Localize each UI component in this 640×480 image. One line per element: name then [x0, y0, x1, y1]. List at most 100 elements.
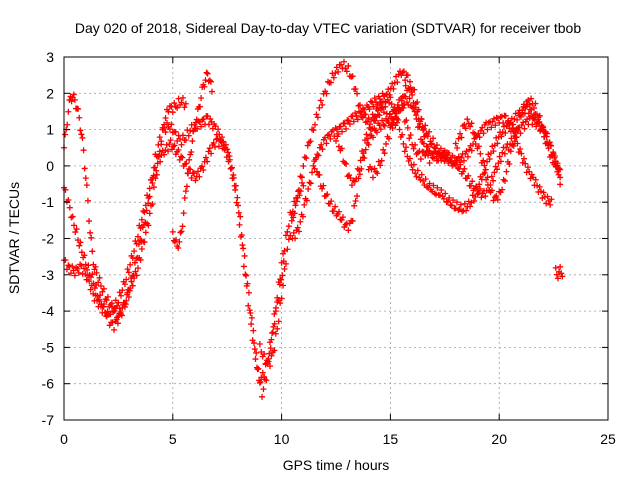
data-point [176, 238, 183, 245]
data-point [124, 289, 131, 296]
data-point [502, 129, 509, 136]
data-point [81, 165, 88, 172]
data-point [448, 202, 455, 209]
data-point [428, 140, 435, 147]
data-point [100, 303, 107, 310]
data-point [517, 146, 524, 153]
data-point [65, 262, 72, 269]
data-point [62, 186, 69, 193]
x-tick-label: 20 [491, 431, 507, 447]
data-point [183, 183, 190, 190]
data-point [77, 127, 84, 134]
data-point [457, 201, 464, 208]
data-point [455, 135, 462, 142]
data-point [356, 102, 363, 109]
data-point [76, 114, 83, 121]
data-point [114, 320, 121, 327]
data-point [235, 202, 242, 209]
data-point [488, 124, 495, 131]
data-point [87, 274, 94, 281]
data-point [541, 128, 548, 135]
data-point [517, 113, 524, 120]
data-point [417, 156, 424, 163]
data-point [235, 209, 242, 216]
data-point [557, 263, 564, 270]
data-point [409, 104, 416, 111]
data-point [293, 198, 300, 205]
data-point [459, 208, 466, 215]
data-point [157, 158, 164, 165]
data-point [376, 112, 383, 119]
data-point [276, 281, 283, 288]
data-point [434, 184, 441, 191]
data-point [187, 166, 194, 173]
data-point [444, 198, 451, 205]
data-point [457, 159, 464, 166]
data-point [200, 166, 207, 173]
data-point [204, 158, 211, 165]
data-point [500, 120, 507, 127]
data-point [376, 95, 383, 102]
data-point [533, 123, 540, 130]
data-point [149, 201, 156, 208]
data-point [363, 131, 370, 138]
data-point [377, 126, 384, 133]
data-point [141, 209, 148, 216]
data-point [296, 228, 303, 235]
data-point [312, 156, 319, 163]
data-point [75, 105, 82, 112]
y-tick-labels: -7 -6 -5 -4 -3 -2 -1 0 1 2 3 [42, 49, 55, 428]
data-point [414, 167, 421, 174]
data-point [557, 166, 564, 173]
data-point [179, 94, 186, 101]
y-tick-label: -2 [42, 231, 55, 247]
data-point [188, 174, 195, 181]
data-point [482, 166, 489, 173]
data-point [247, 309, 254, 316]
data-point [129, 254, 136, 261]
data-point [83, 182, 90, 189]
data-point [358, 113, 365, 120]
data-point [354, 90, 361, 97]
data-point [343, 125, 350, 132]
data-point [213, 136, 220, 143]
data-point [388, 101, 395, 108]
data-point [330, 74, 337, 81]
data-point [172, 128, 179, 135]
data-point [409, 166, 416, 173]
data-point [471, 130, 478, 137]
data-point [383, 91, 390, 98]
data-point [245, 302, 252, 309]
data-point [239, 242, 246, 249]
data-point [208, 150, 215, 157]
data-point [529, 121, 536, 128]
data-point [313, 111, 320, 118]
data-point [380, 121, 387, 128]
data-point [297, 218, 304, 225]
data-point [536, 112, 543, 119]
y-tick-label: 2 [46, 85, 54, 101]
data-point [446, 194, 453, 201]
data-point [71, 96, 78, 103]
data-points [61, 58, 566, 400]
data-point [271, 347, 278, 354]
data-point [385, 135, 392, 142]
data-point [343, 160, 350, 167]
data-point [501, 150, 508, 157]
data-point [128, 278, 135, 285]
data-point [490, 148, 497, 155]
data-point [356, 108, 363, 115]
data-point [494, 196, 501, 203]
data-point [418, 116, 425, 123]
data-point [180, 210, 187, 217]
data-point [198, 123, 205, 130]
data-point [473, 183, 480, 190]
data-point [319, 146, 326, 153]
data-point [410, 145, 417, 152]
x-tick-label: 15 [383, 431, 399, 447]
data-point [179, 132, 186, 139]
data-point [309, 169, 316, 176]
data-point [525, 110, 532, 117]
data-point [343, 68, 350, 75]
data-point [464, 116, 471, 123]
